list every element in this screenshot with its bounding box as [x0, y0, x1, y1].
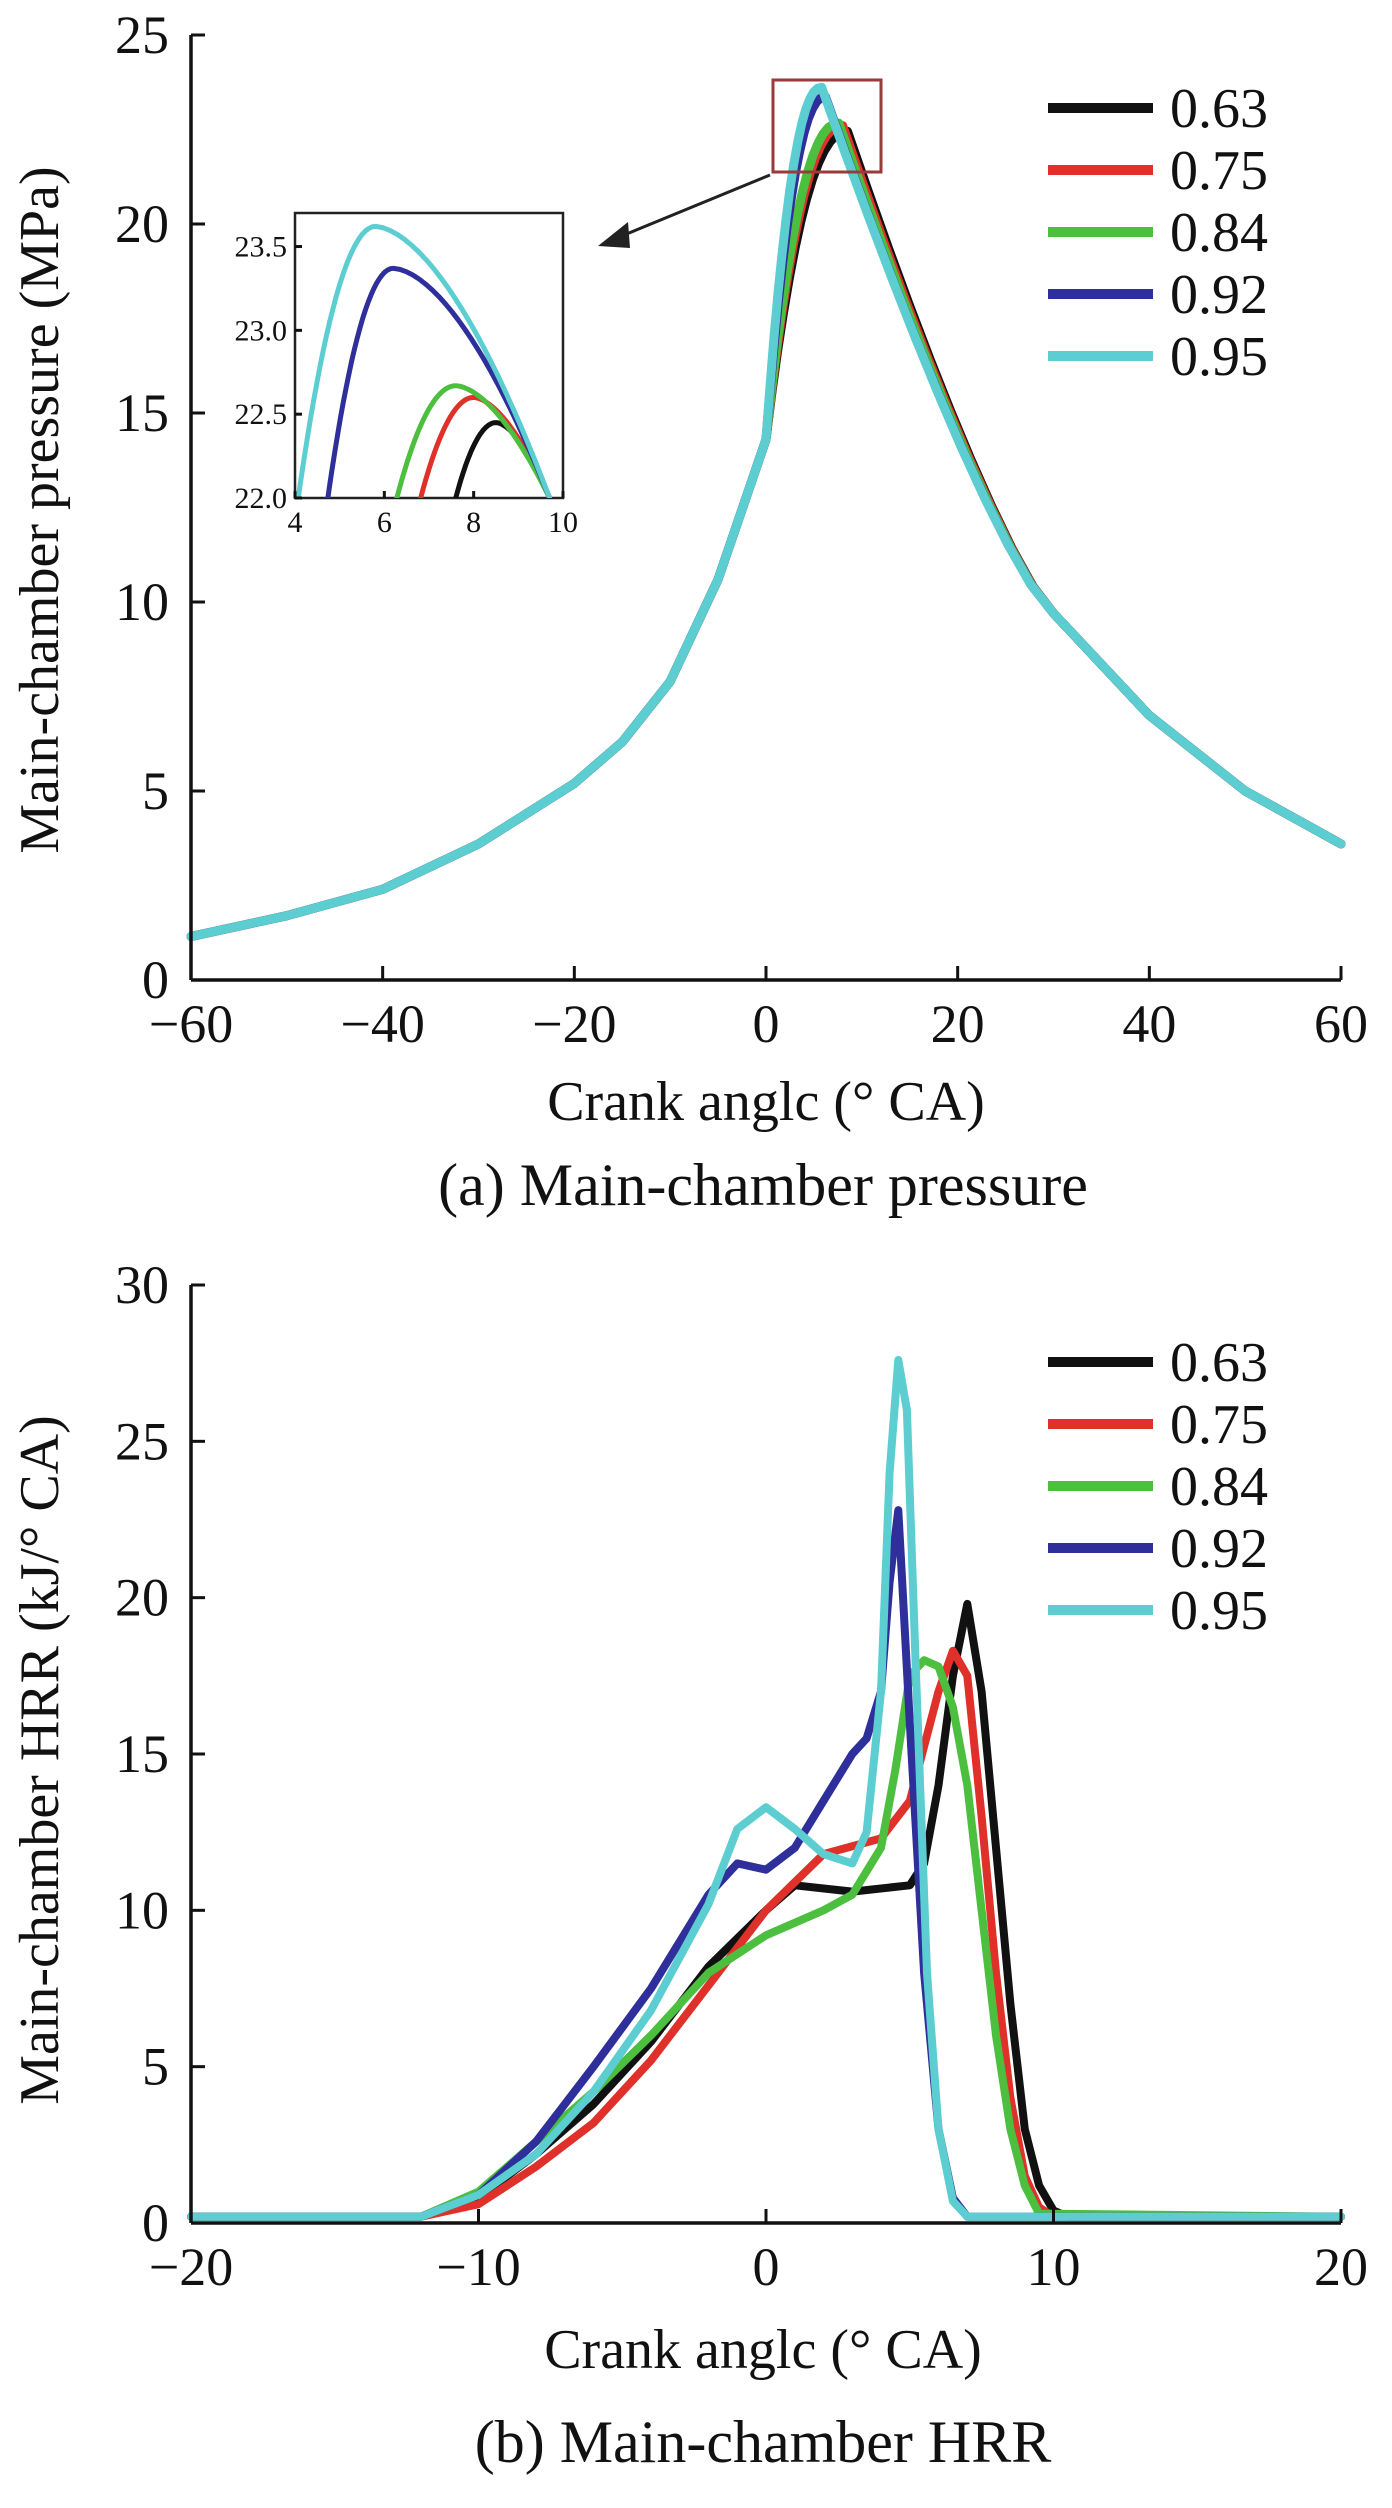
inset-y-tick-label: 23.5 — [235, 231, 288, 264]
inset-y-tick-label: 22.0 — [235, 482, 288, 515]
hrr-x-axis-title: Crank anglc (° CA) — [544, 2319, 982, 2381]
hrr-x-tick-label: 10 — [1027, 2237, 1081, 2297]
hrr-legend: 0.630.750.840.920.95 — [1048, 1332, 1268, 1642]
zoom-arrow-head — [598, 222, 630, 248]
hrr-series-group — [187, 1356, 1345, 2221]
pressure-y-tick-label: 5 — [142, 761, 169, 821]
pressure-ticks: −60 −40 −20 0 20 40 60 0 5 10 15 20 25 — [115, 5, 1368, 1054]
inset-zoom-chart: 4 6 8 10 22.0 22.5 23.0 23.5 — [235, 211, 579, 539]
hrr-legend-label-0-92: 0.92 — [1170, 1518, 1268, 1580]
pressure-series-0-95 — [186, 82, 1346, 941]
zoom-arrow-shaft — [611, 173, 771, 242]
hrr-legend-label-0-95: 0.95 — [1170, 1580, 1268, 1642]
hrr-y-tick-label: 30 — [115, 1255, 169, 1315]
hrr-caption: (b) Main-chamber HRR — [475, 2409, 1052, 2475]
pressure-y-axis-title: Main-chamber pressure (MPa) — [9, 166, 71, 853]
hrr-x-tick-label: 20 — [1314, 2237, 1368, 2297]
pressure-x-axis-title: Crank anglc (° CA) — [547, 1071, 985, 1133]
pressure-x-tick-label: 40 — [1122, 994, 1176, 1054]
hrr-series-0-75 — [187, 1646, 1345, 2221]
hrr-chart: −20 −10 0 10 20 0 5 10 15 20 25 30 Crank anglc (° C… — [9, 1255, 1368, 2475]
inset-series-group — [295, 223, 553, 498]
inset-ticks: 4 6 8 10 22.0 22.5 23.0 23.5 — [235, 231, 579, 539]
pressure-x-tick-label: 0 — [753, 994, 780, 1054]
pressure-y-tick-label: 25 — [115, 5, 169, 65]
hrr-series-0-95 — [187, 1356, 1345, 2221]
pressure-chart: −60 −40 −20 0 20 40 60 0 5 10 15 20 25 Crank anglc (… — [9, 5, 1368, 1218]
hrr-legend-label-0-84: 0.84 — [1170, 1456, 1268, 1518]
hrr-x-tick-label: −20 — [149, 2237, 233, 2297]
inset-x-tick-label: 4 — [288, 506, 303, 539]
peak-zoom-box — [771, 78, 883, 174]
pressure-legend-label-0-84: 0.84 — [1170, 202, 1268, 264]
pressure-legend-label-0-92: 0.92 — [1170, 264, 1268, 326]
pressure-legend-label-0-63: 0.63 — [1170, 78, 1268, 140]
inset-x-tick-label: 6 — [377, 506, 392, 539]
hrr-series-0-84 — [187, 1656, 1345, 2221]
inset-y-tick-label: 23.0 — [235, 314, 288, 347]
pressure-series-group — [186, 82, 1346, 941]
inset-series-0-95 — [295, 223, 553, 498]
pressure-y-tick-label: 15 — [115, 383, 169, 443]
inset-series-0-84 — [394, 383, 553, 498]
pressure-y-tick-label: 10 — [115, 572, 169, 632]
pressure-legend: 0.630.750.840.920.95 — [1048, 78, 1268, 388]
pressure-caption: (a) Main-chamber pressure — [438, 1152, 1088, 1218]
hrr-series-0-92 — [187, 1506, 1345, 2221]
pressure-legend-label-0-95: 0.95 — [1170, 326, 1268, 388]
hrr-legend-label-0-75: 0.75 — [1170, 1394, 1268, 1456]
hrr-y-tick-label: 5 — [142, 2037, 169, 2097]
hrr-y-tick-label: 10 — [115, 1880, 169, 1940]
pressure-x-tick-label: −60 — [149, 994, 233, 1054]
pressure-x-tick-label: 20 — [931, 994, 985, 1054]
hrr-y-tick-label: 20 — [115, 1568, 169, 1628]
hrr-x-tick-label: −10 — [436, 2237, 520, 2297]
inset-x-tick-label: 8 — [466, 506, 481, 539]
inset-x-tick-label: 10 — [548, 506, 578, 539]
hrr-y-tick-label: 0 — [142, 2193, 169, 2253]
hrr-x-tick-label: 0 — [753, 2237, 780, 2297]
hrr-y-axis-title: Main-chamber HRR (kJ/° CA) — [9, 1415, 71, 2105]
pressure-y-tick-label: 20 — [115, 194, 169, 254]
pressure-legend-label-0-75: 0.75 — [1170, 140, 1268, 202]
pressure-y-tick-label: 0 — [142, 950, 169, 1010]
hrr-y-tick-label: 15 — [115, 1724, 169, 1784]
pressure-x-tick-label: −20 — [532, 994, 616, 1054]
pressure-x-tick-label: −40 — [340, 994, 424, 1054]
hrr-y-tick-label: 25 — [115, 1411, 169, 1471]
inset-series-0-92 — [325, 265, 553, 498]
inset-y-tick-label: 22.5 — [235, 398, 288, 431]
hrr-ticks: −20 −10 0 10 20 0 5 10 15 20 25 30 — [115, 1255, 1368, 2297]
hrr-legend-label-0-63: 0.63 — [1170, 1332, 1268, 1394]
pressure-x-tick-label: 60 — [1314, 994, 1368, 1054]
